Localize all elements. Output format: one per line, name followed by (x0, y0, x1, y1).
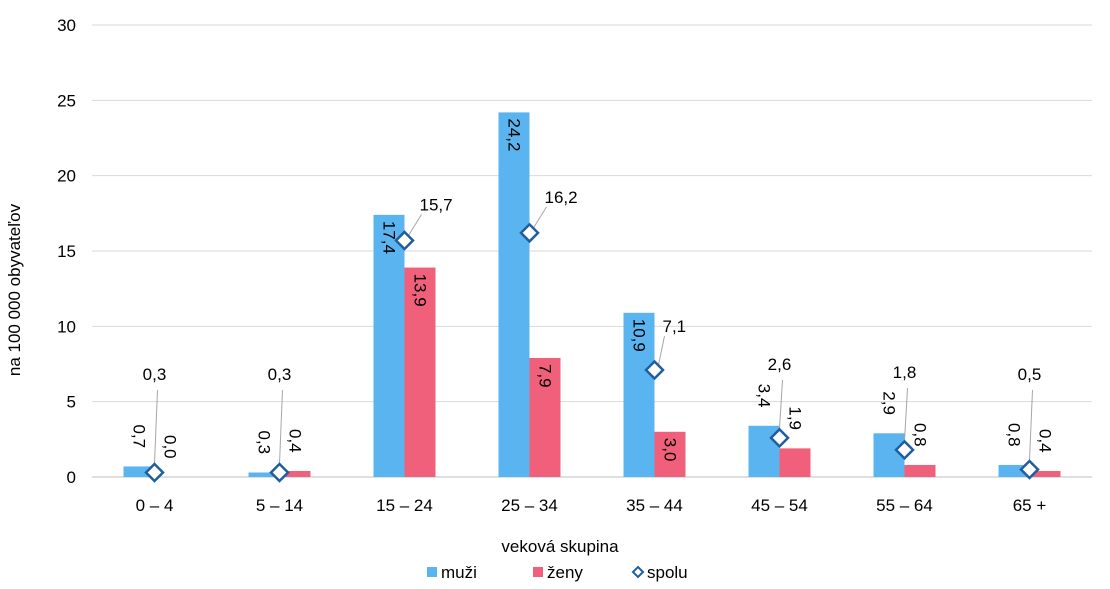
bar-zeny (654, 431, 686, 477)
marker-spolu (269, 462, 290, 483)
data-label-zeny: 7,9 (536, 364, 555, 388)
data-label-spolu: 0,3 (268, 365, 292, 384)
x-axis-title: veková skupina (501, 537, 619, 556)
marker-spolu (519, 222, 540, 244)
y-tick-label: 15 (57, 242, 76, 261)
legend-item-zeny: ženy (533, 563, 583, 582)
x-tick-label: 35 – 44 (626, 496, 683, 515)
data-label-muzi: 3,4 (755, 384, 774, 408)
legend-swatch (533, 567, 543, 577)
x-tick-label: 55 – 64 (876, 496, 933, 515)
legend-label: muži (441, 563, 477, 582)
data-label-spolu: 0,3 (143, 365, 167, 384)
x-tick-label: 25 – 34 (501, 496, 558, 515)
x-tick-label: 45 – 54 (751, 496, 808, 515)
legend-label: ženy (547, 563, 583, 582)
y-axis-title: na 100 000 obyvateľov (5, 203, 24, 376)
leader-line (779, 379, 783, 429)
data-label-muzi: 0,7 (130, 424, 149, 448)
leader-line (279, 389, 283, 464)
data-label-spolu: 0,5 (1018, 365, 1042, 384)
leader-lines (154, 206, 1033, 464)
marker-spolu (644, 359, 665, 381)
x-tick-label: 0 – 4 (136, 496, 174, 515)
y-tick-label: 0 (67, 468, 76, 487)
y-tick-label: 25 (57, 91, 76, 110)
data-label-spolu: 15,7 (420, 195, 453, 214)
y-tick-label: 5 (67, 393, 76, 412)
data-label-spolu: 16,2 (545, 188, 578, 207)
data-label-spolu: 7,1 (663, 317, 687, 336)
marker-spolu (1019, 459, 1040, 480)
data-label-zeny: 3,0 (661, 438, 680, 462)
bar-zeny (779, 448, 811, 477)
y-tick-label: 10 (57, 317, 76, 336)
legend-item-spolu: spolu (631, 563, 688, 582)
data-label-zeny: 0,8 (911, 423, 930, 447)
data-label-muzi: 0,8 (1005, 423, 1024, 447)
bar-muzi (873, 433, 905, 477)
bar-muzi (373, 214, 405, 477)
data-label-zeny: 0,4 (1036, 429, 1055, 453)
leader-line (154, 389, 158, 464)
spolu-markers (144, 222, 1040, 483)
bars (123, 112, 1061, 478)
bar-muzi (123, 466, 155, 477)
leader-line (904, 387, 908, 441)
leader-line (658, 335, 665, 366)
marker-spolu (769, 427, 790, 449)
y-axis-ticks: 0 5 10 15 20 25 30 (57, 16, 76, 487)
legend-swatch (631, 565, 645, 579)
bar-muzi (248, 472, 280, 477)
legend-item-muzi: muži (427, 563, 477, 582)
data-label-zeny: 0,4 (286, 429, 305, 453)
marker-spolu (144, 462, 165, 483)
data-labels: 0,7 0,0 0,3 0,3 0,4 0,3 17,4 13,9 15,7 24,2 7,9 16,… (130, 118, 1055, 461)
data-label-muzi: 10,9 (630, 319, 649, 352)
marker-spolu (394, 230, 415, 251)
data-label-spolu: 1,8 (893, 363, 917, 382)
bar-zeny (1029, 470, 1061, 477)
marker-spolu (894, 439, 915, 461)
data-label-muzi: 17,4 (380, 221, 399, 254)
legend-swatch (427, 567, 437, 577)
leader-line (408, 214, 422, 236)
data-label-muzi: 24,2 (505, 118, 524, 151)
x-tick-label: 65 + (1013, 496, 1047, 515)
data-label-muzi: 2,9 (880, 391, 899, 415)
legend-label: spolu (647, 563, 688, 582)
x-tick-label: 15 – 24 (376, 496, 433, 515)
leader-line (533, 206, 547, 229)
x-axis-ticks: 0 – 4 5 – 14 15 – 24 25 – 34 35 – 44 45 – 54 5… (136, 496, 1047, 515)
bar-muzi (498, 112, 530, 478)
bar-zeny (404, 267, 436, 477)
y-tick-label: 20 (57, 167, 76, 186)
data-label-spolu: 2,6 (768, 355, 792, 374)
data-label-zeny: 13,9 (411, 274, 430, 307)
bar-muzi (623, 312, 655, 477)
bar-zeny (529, 357, 561, 477)
data-label-zeny: 0,0 (161, 435, 180, 459)
leader-line (1029, 389, 1033, 461)
data-label-zeny: 1,9 (786, 406, 805, 430)
x-tick-label: 5 – 14 (256, 496, 303, 515)
bar-zeny (904, 464, 936, 477)
y-tick-label: 30 (57, 16, 76, 35)
gridlines (92, 24, 1092, 403)
data-label-muzi: 0,3 (255, 430, 274, 454)
bar-zeny (279, 470, 311, 477)
legend: muži ženy spolu (427, 563, 688, 582)
